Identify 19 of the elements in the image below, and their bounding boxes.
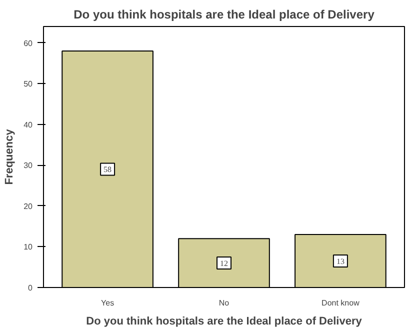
- data-label: 12: [220, 259, 228, 268]
- bar: [178, 238, 270, 288]
- bar: [62, 50, 154, 288]
- x-tick-label: No: [218, 298, 230, 308]
- y-tick-label: 10: [24, 242, 34, 252]
- bar: [294, 234, 386, 288]
- data-label: 13: [336, 256, 344, 266]
- y-tick-label: 60: [24, 38, 34, 48]
- x-axis-title: Do you think hospitals are the Ideal place of Delivery: [86, 316, 363, 328]
- y-tick-label: 50: [24, 80, 34, 89]
- chart-title: Do you think hospitals are the Ideal place of Delivery: [74, 8, 375, 22]
- y-tick-label: 20: [24, 202, 34, 211]
- y-tick-label: 0: [28, 284, 34, 292]
- data-label: 58: [104, 165, 112, 174]
- y-tick-label: 40: [24, 120, 34, 130]
- y-axis-title: Frequency: [4, 128, 16, 185]
- y-tick-label: 30: [24, 161, 34, 170]
- x-tick-label: Dont know: [322, 298, 360, 308]
- x-tick-label: Yes: [101, 298, 114, 308]
